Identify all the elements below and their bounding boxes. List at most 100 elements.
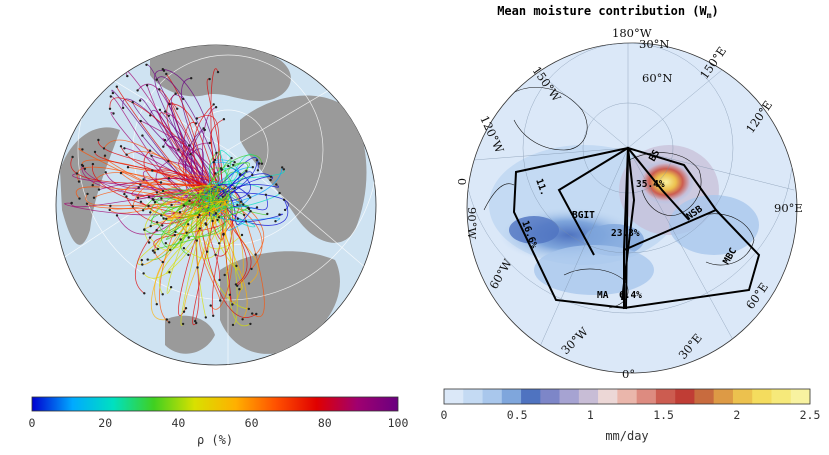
- trajectory-endpoint: [165, 217, 168, 220]
- trajectory-endpoint: [198, 227, 201, 230]
- trajectory-line: [141, 194, 230, 265]
- trajectory-endpoint: [281, 166, 284, 169]
- trajectory-endpoint: [167, 160, 170, 163]
- trajectory-endpoint: [239, 200, 243, 203]
- trajectory-line: [200, 159, 232, 202]
- trajectory-endpoint: [160, 214, 163, 217]
- trajectory-map-panel: 0 20 40 60 80 100 ρ (%): [0, 0, 414, 451]
- trajectory-line: [166, 200, 226, 220]
- trajectory-endpoint: [251, 312, 254, 315]
- trajectory-endpoint: [213, 158, 217, 162]
- trajectory-endpoint: [108, 208, 111, 212]
- trajectory-endpoint: [70, 202, 73, 205]
- trajectory-endpoint: [242, 203, 245, 206]
- trajectory-endpoint: [125, 153, 128, 156]
- trajectory-endpoint: [233, 187, 236, 190]
- trajectory-endpoint: [208, 141, 211, 145]
- trajectory-endpoint: [256, 169, 260, 172]
- trajectory-endpoint: [230, 156, 233, 160]
- moisture-colorbar-bin: [578, 389, 599, 404]
- trajectory-endpoint: [275, 183, 278, 186]
- trajectory-endpoint: [188, 199, 191, 203]
- trajectory-line: [152, 198, 203, 227]
- trajectory-line: [166, 144, 213, 195]
- trajectory-endpoint: [231, 323, 235, 327]
- trajectory-endpoint: [216, 70, 220, 74]
- trajectory-endpoint: [161, 68, 164, 71]
- trajectory-endpoint: [167, 177, 171, 180]
- trajectory-endpoint: [236, 217, 239, 220]
- trajectory-endpoint: [80, 163, 84, 167]
- region-boundaries: [512, 146, 761, 310]
- trajectory-endpoint: [250, 267, 253, 271]
- trajectory-endpoint: [161, 293, 164, 296]
- trajectory-endpoint: [92, 196, 96, 199]
- trajectory-endpoint: [123, 147, 126, 150]
- trajectory-endpoint: [278, 191, 281, 195]
- trajectory-line: [212, 206, 223, 227]
- trajectory-endpoint: [140, 258, 143, 262]
- trajectory-endpoint: [139, 119, 142, 123]
- trajectory-endpoint: [83, 167, 87, 170]
- trajectory-endpoint: [214, 253, 217, 256]
- trajectory-endpoint: [149, 114, 152, 117]
- trajectory-line: [209, 151, 230, 196]
- trajectory-endpoint: [221, 195, 224, 198]
- trajectory-endpoint: [71, 155, 74, 159]
- trajectory-endpoint: [222, 118, 226, 121]
- moisture-colorbar-bin: [521, 389, 541, 404]
- trajectory-endpoint: [86, 192, 89, 196]
- lat-label-30n: 30°N: [639, 37, 669, 51]
- trajectory-endpoint: [218, 278, 221, 282]
- trajectory-endpoint: [97, 138, 100, 142]
- trajectory-endpoint: [182, 247, 186, 250]
- trajectory-endpoint: [147, 241, 151, 244]
- trajectory-endpoint: [97, 188, 101, 191]
- trajectory-endpoint: [212, 103, 215, 106]
- trajectory-endpoint: [131, 101, 134, 104]
- trajectory-endpoint: [181, 322, 185, 326]
- rho-tick-label: 0: [29, 416, 36, 430]
- trajectory-endpoint: [161, 224, 164, 227]
- trajectory-endpoint: [143, 228, 146, 231]
- land-eurasia-north: [240, 95, 367, 243]
- trajectory-endpoint: [258, 162, 261, 165]
- trajectory-endpoint: [126, 74, 129, 78]
- trajectory-endpoint: [243, 213, 246, 217]
- trajectory-line: [137, 183, 227, 199]
- rho-tick-label: 20: [98, 416, 112, 430]
- trajectory-endpoint: [244, 220, 248, 223]
- trajectory-endpoint: [211, 219, 214, 223]
- trajectory-line: [154, 193, 232, 212]
- trajectory-endpoint: [251, 166, 254, 169]
- trajectory-endpoint: [165, 72, 168, 76]
- lon-label-90w: 90°W: [465, 207, 479, 239]
- trajectory-endpoint: [151, 249, 155, 252]
- lon-label-90e: 90°E: [774, 201, 803, 215]
- trajectory-endpoint: [145, 84, 149, 87]
- trajectory-endpoint: [227, 164, 230, 168]
- moisture-colorbar-bin: [482, 389, 503, 404]
- trajectory-endpoint: [168, 102, 171, 106]
- trajectory-endpoint: [208, 77, 211, 81]
- moisture-colorbar-bin: [540, 389, 560, 404]
- trajectory-endpoint: [241, 318, 244, 321]
- trajectory-endpoint: [196, 216, 200, 219]
- trajectory-endpoint: [168, 321, 171, 324]
- trajectory-map-svg: 0 20 40 60 80 100 ρ (%): [29, 44, 408, 447]
- trajectory-endpoint: [145, 63, 148, 66]
- moisture-colorbar-bin: [694, 389, 714, 404]
- region-ma-divider: [621, 147, 636, 301]
- rho-colorbar: [31, 396, 399, 412]
- trajectory-endpoint: [223, 273, 226, 277]
- trajectory-endpoint: [103, 154, 107, 157]
- moisture-colorbar-bin: [463, 389, 483, 404]
- region-percent-6-4: 6.4%: [619, 290, 642, 301]
- land-greenland-canada: [150, 45, 291, 101]
- rho-tick-label: 60: [245, 416, 259, 430]
- trajectory-endpoint: [91, 162, 95, 166]
- trajectory-line: [180, 193, 215, 256]
- trajectory-endpoint: [269, 178, 272, 182]
- trajectory-endpoint: [75, 172, 79, 175]
- trajectory-endpoint: [136, 89, 139, 92]
